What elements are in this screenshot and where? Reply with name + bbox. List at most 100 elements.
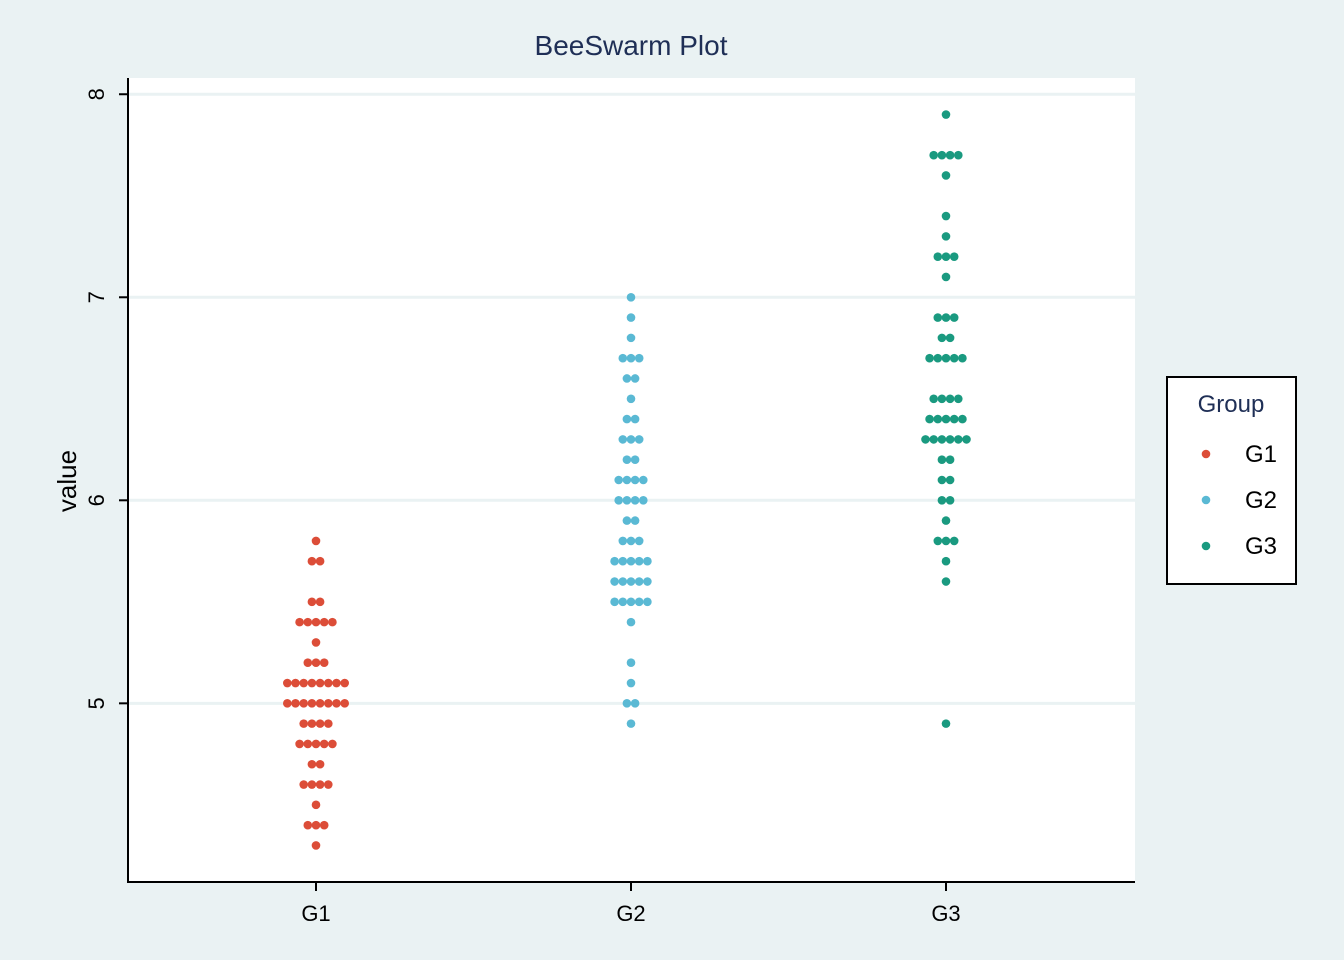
- data-point-g1: [315, 719, 325, 728]
- data-point-g2: [610, 577, 619, 586]
- data-point-g3: [949, 313, 959, 322]
- legend-box: [1166, 376, 1297, 585]
- data-point-g2: [643, 577, 652, 586]
- data-point-g1: [311, 739, 321, 749]
- data-point-g2: [634, 556, 644, 566]
- data-point-g1: [299, 780, 309, 789]
- data-point-g2: [626, 333, 636, 343]
- data-point-g3: [937, 394, 947, 404]
- data-point-g2: [622, 699, 632, 708]
- data-point-g1: [311, 841, 321, 850]
- data-point-g1: [319, 617, 329, 627]
- data-point-g2: [643, 556, 652, 566]
- data-point-g1: [324, 678, 333, 688]
- data-point-g2: [626, 394, 636, 404]
- data-point-g1: [295, 739, 304, 749]
- data-point-g3: [945, 150, 955, 160]
- y-tick-label: 7: [84, 291, 109, 303]
- data-point-g3: [945, 333, 955, 343]
- data-point-g2: [618, 353, 628, 363]
- legend-marker-g2: [1201, 495, 1211, 505]
- data-point-g1: [328, 617, 337, 627]
- data-point-g3: [945, 435, 955, 444]
- data-point-g3: [937, 435, 947, 444]
- y-tick-label: 8: [84, 88, 109, 100]
- data-point-g2: [634, 536, 644, 546]
- data-point-g2: [626, 435, 636, 444]
- data-point-g2: [630, 496, 640, 505]
- data-point-g1: [291, 678, 300, 688]
- data-point-g2: [630, 699, 640, 708]
- data-point-g1: [311, 617, 321, 627]
- data-point-g3: [941, 353, 951, 363]
- data-point-g2: [618, 536, 628, 546]
- data-point-g3: [945, 475, 955, 485]
- data-point-g3: [941, 556, 951, 566]
- data-point-g2: [630, 516, 640, 525]
- data-point-g3: [941, 110, 951, 119]
- data-point-g3: [945, 496, 955, 505]
- data-point-g2: [614, 475, 623, 485]
- data-point-g1: [307, 759, 317, 769]
- data-point-g1: [307, 678, 317, 688]
- data-point-g3: [945, 455, 955, 464]
- data-point-g2: [630, 414, 640, 424]
- data-point-g2: [626, 658, 636, 668]
- data-point-g3: [925, 414, 934, 424]
- data-point-g3: [958, 414, 967, 424]
- data-point-g2: [626, 556, 636, 566]
- data-point-g3: [962, 435, 971, 444]
- data-point-g3: [941, 414, 951, 424]
- data-point-g2: [618, 556, 628, 566]
- data-point-g3: [937, 455, 947, 464]
- data-point-g3: [933, 536, 943, 546]
- data-point-g1: [315, 699, 325, 708]
- data-point-g3: [921, 435, 930, 444]
- data-point-g2: [634, 435, 644, 444]
- data-point-g3: [949, 252, 959, 261]
- legend-marker-g1: [1201, 449, 1211, 459]
- data-point-g3: [945, 394, 955, 404]
- data-point-g1: [340, 699, 350, 708]
- x-tick-label: G1: [301, 901, 330, 926]
- data-point-g3: [937, 475, 947, 485]
- data-point-g3: [941, 577, 951, 586]
- data-point-g1: [303, 617, 313, 627]
- y-tick-label: 6: [84, 494, 109, 506]
- data-point-g2: [643, 597, 652, 607]
- data-point-g1: [315, 678, 325, 688]
- data-point-g1: [303, 739, 313, 749]
- data-point-g2: [622, 455, 632, 464]
- data-point-g2: [626, 719, 636, 728]
- data-point-g2: [626, 292, 636, 302]
- data-point-g2: [626, 597, 636, 607]
- data-point-g2: [630, 374, 640, 383]
- data-point-g2: [618, 577, 628, 586]
- data-point-g1: [340, 678, 350, 688]
- data-point-g1: [283, 678, 292, 688]
- data-point-g1: [315, 780, 325, 789]
- legend-label-g3: G3: [1245, 533, 1277, 560]
- data-point-g2: [622, 414, 632, 424]
- data-point-g1: [328, 739, 337, 749]
- data-point-g3: [949, 353, 959, 363]
- data-point-g3: [941, 211, 951, 221]
- data-point-g3: [929, 150, 938, 160]
- data-point-g1: [315, 556, 325, 566]
- data-point-g3: [949, 536, 959, 546]
- data-point-g2: [622, 475, 632, 485]
- data-point-g1: [319, 739, 329, 749]
- data-point-g1: [315, 759, 325, 769]
- data-point-g1: [332, 678, 341, 688]
- data-point-g2: [626, 678, 636, 688]
- data-point-g1: [295, 617, 304, 627]
- data-point-g2: [622, 374, 632, 383]
- data-point-g2: [626, 577, 636, 586]
- data-point-g3: [937, 496, 947, 505]
- data-point-g1: [311, 638, 321, 647]
- data-point-g3: [941, 719, 951, 728]
- data-point-g3: [954, 394, 963, 404]
- data-point-g3: [933, 414, 943, 424]
- y-axis-label: value: [52, 450, 82, 512]
- legend-label-g1: G1: [1245, 441, 1277, 468]
